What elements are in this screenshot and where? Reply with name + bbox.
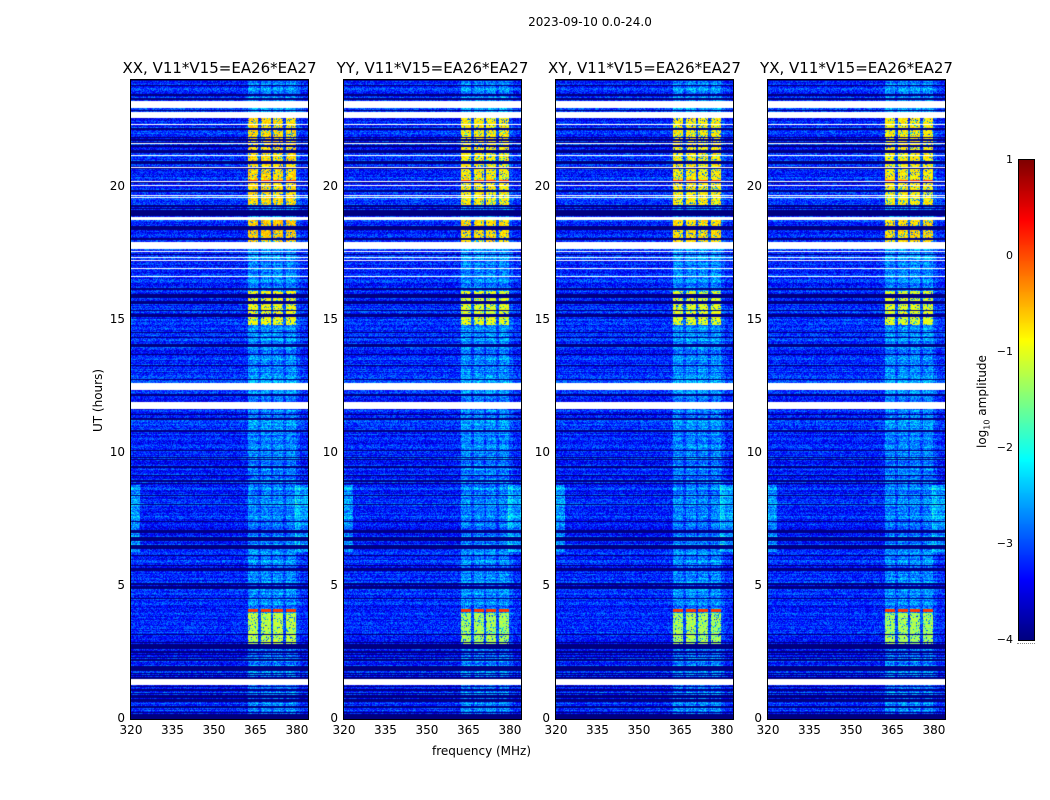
y-tick-label: 20 [746,178,762,193]
y-tick-label: 20 [109,178,125,193]
colorbar [1018,159,1035,641]
colorbar-extension-marker [1017,643,1035,644]
colorbar-tick-label: 1 [1006,153,1013,166]
y-tick-label: 15 [746,311,762,326]
heatmap-panel-2 [555,79,734,720]
colorbar-tick-label: −3 [996,537,1013,550]
y-tick-label: 15 [534,311,550,326]
y-tick-label: 5 [330,577,338,592]
x-tick-label: 350 [627,723,651,737]
x-tick-label: 350 [415,723,439,737]
y-tick-label: 10 [322,444,338,459]
x-tick-label: 365 [669,723,692,737]
x-tick-label: 320 [332,723,356,737]
colorbar-label-prefix: log [975,429,989,448]
colorbar-tick-label: −1 [996,345,1013,358]
y-tick-label: 0 [117,711,125,725]
heatmap-image [344,80,521,719]
colorbar-label-suffix: amplitude [975,355,989,420]
x-tick-label: 335 [374,723,397,737]
colorbar-label-subscript: 10 [982,419,992,430]
y-tick-label: 15 [322,311,338,326]
x-tick-label: 320 [119,723,143,737]
y-tick-label: 0 [330,711,338,725]
x-tick-label: 335 [798,723,821,737]
heatmap-panel-1 [343,79,522,720]
panel-title: XY, V11*V15=EA26*EA27 [548,59,741,77]
colorbar-tick-label: −2 [996,441,1013,454]
y-tick-label: 20 [322,178,338,193]
heatmap-panel-0 [130,79,309,720]
x-tick-label: 365 [244,723,267,737]
y-tick-label: 10 [109,444,125,459]
panel-title: YX, V11*V15=EA26*EA27 [760,59,953,77]
x-axis-label: frequency (MHz) [432,744,532,758]
x-tick-label: 380 [285,723,309,737]
y-tick-label: 5 [542,577,550,592]
colorbar-tick-label: −4 [996,633,1013,646]
y-tick-label: 10 [746,444,762,459]
x-tick-label: 365 [881,723,904,737]
y-tick-label: 10 [534,444,550,459]
x-tick-label: 320 [544,723,568,737]
x-tick-label: 335 [161,723,184,737]
x-tick-label: 365 [457,723,480,737]
x-tick-label: 380 [498,723,522,737]
colorbar-tick-label: 0 [1006,249,1013,262]
colorbar-gradient [1019,160,1034,640]
heatmap-image [556,80,733,719]
y-tick-label: 0 [542,711,550,725]
x-tick-label: 380 [710,723,734,737]
heatmap-image [768,80,945,719]
y-tick-label: 15 [109,311,125,326]
heatmap-image [131,80,308,719]
panel-title: XX, V11*V15=EA26*EA27 [122,59,317,77]
x-tick-label: 335 [586,723,609,737]
panel-title: YY, V11*V15=EA26*EA27 [336,59,529,77]
x-tick-label: 380 [922,723,946,737]
y-axis-label: UT (hours) [91,368,105,432]
figure-title: 2023-09-10 0.0-24.0 [528,15,652,29]
x-tick-label: 350 [202,723,226,737]
x-tick-label: 350 [839,723,863,737]
y-tick-label: 5 [754,577,762,592]
x-tick-label: 320 [756,723,780,737]
heatmap-panel-3 [767,79,946,720]
colorbar-label: log10 amplitude [975,355,991,448]
y-tick-label: 5 [117,577,125,592]
y-tick-label: 20 [534,178,550,193]
y-tick-label: 0 [754,711,762,725]
